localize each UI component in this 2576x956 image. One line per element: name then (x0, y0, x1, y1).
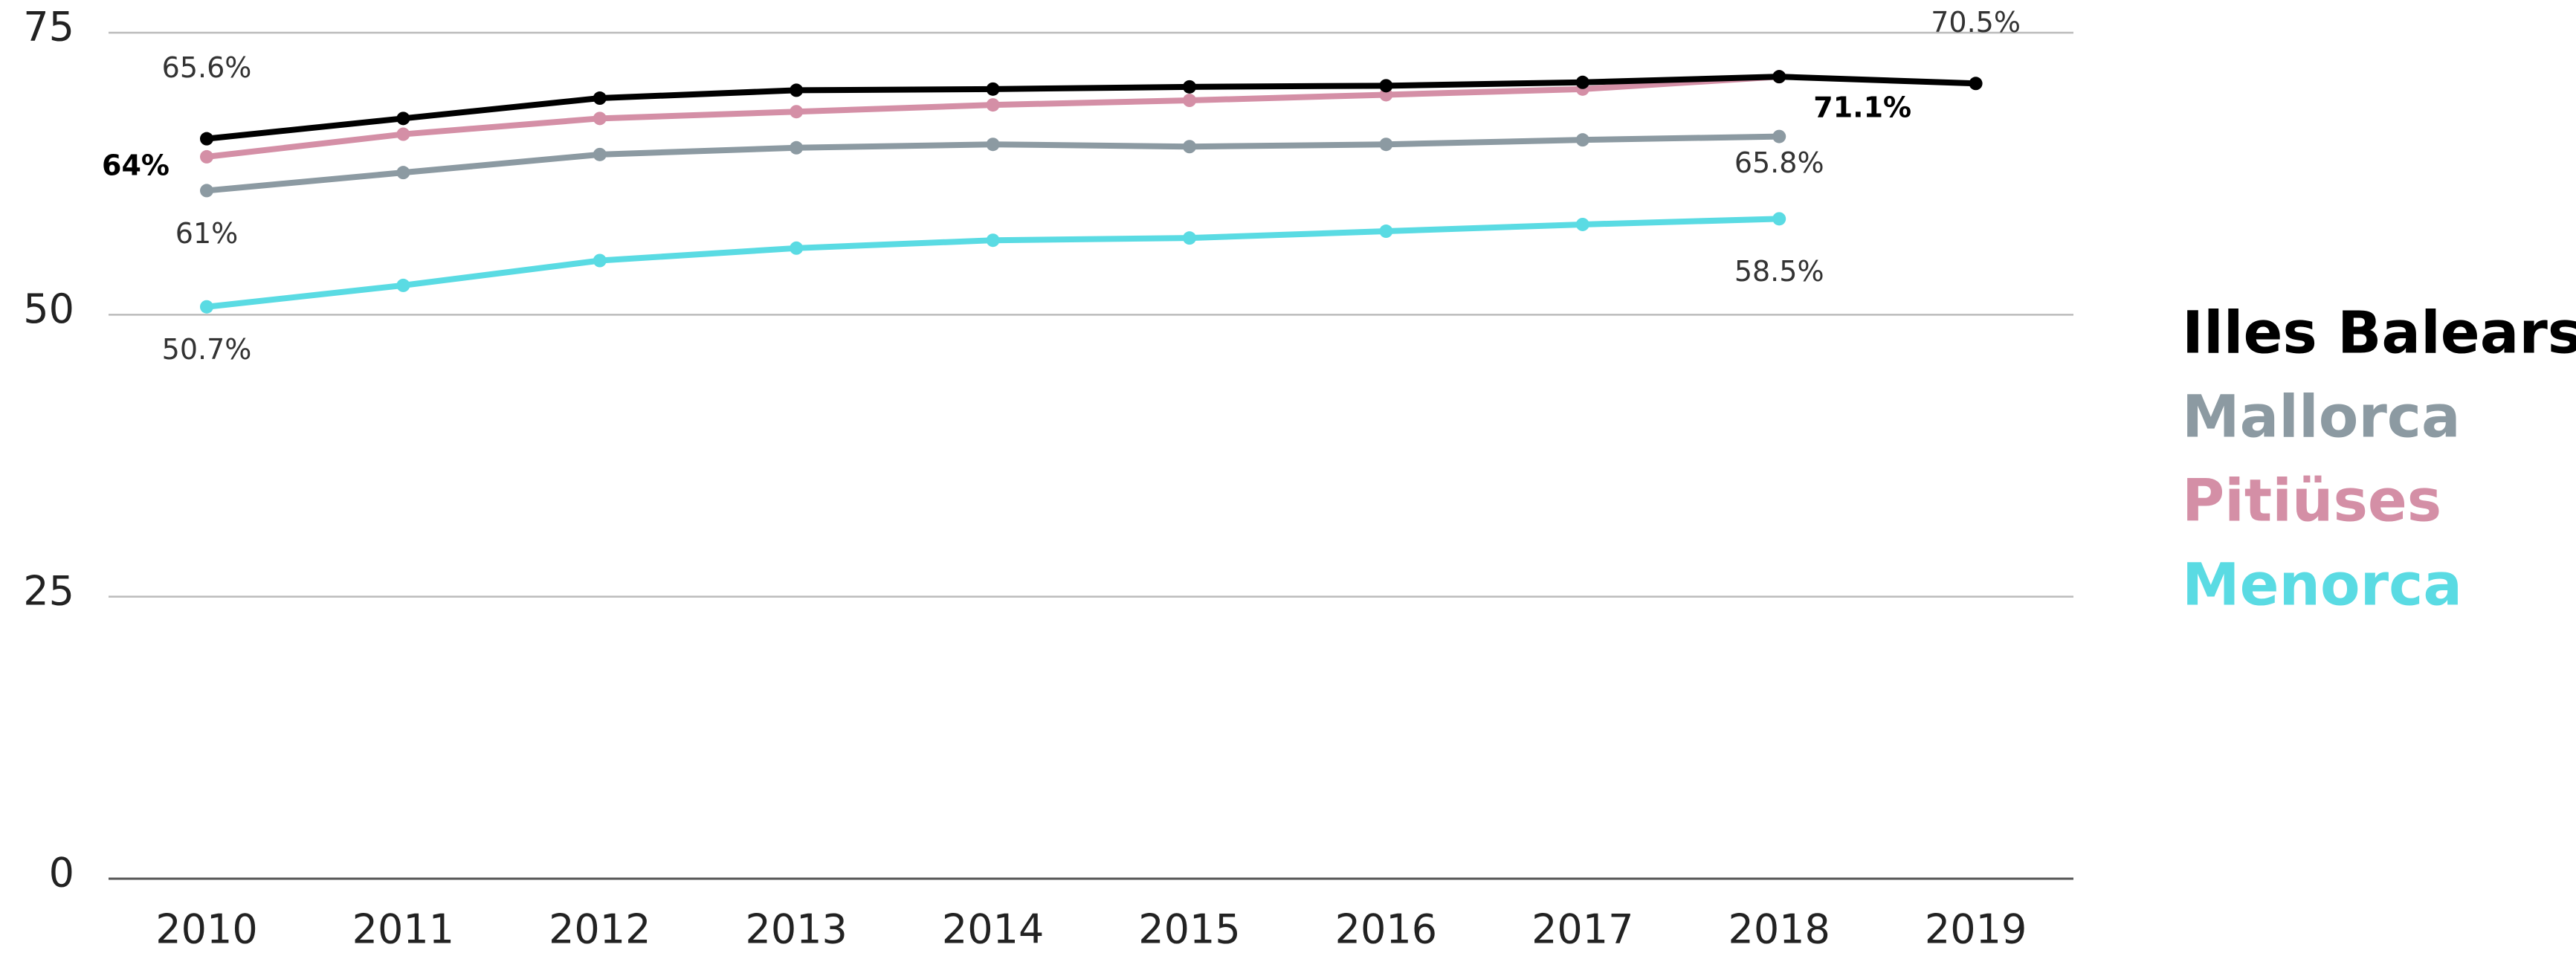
x-tick-label: 2017 (1531, 906, 1633, 953)
data-point (1183, 231, 1196, 245)
data-point (593, 253, 607, 268)
data-point (200, 149, 213, 164)
y-tick-label: 25 (23, 567, 74, 614)
data-point (200, 300, 213, 314)
data-point (1575, 75, 1589, 89)
data-point (1183, 80, 1196, 94)
data-point (396, 127, 410, 141)
data-point (593, 147, 607, 161)
x-tick-label: 2010 (155, 906, 257, 953)
data-point (1379, 79, 1393, 93)
value-label: 65.8% (1734, 146, 1824, 179)
x-tick-label: 2012 (549, 906, 651, 953)
value-label: 58.5% (1734, 255, 1824, 288)
legend-entry: Mallorca (2182, 384, 2461, 450)
series-line (206, 74, 1976, 142)
data-point (1772, 129, 1786, 143)
data-point (200, 184, 213, 198)
data-point (1183, 140, 1196, 154)
x-tick-label: 2018 (1728, 906, 1830, 953)
data-point (1772, 212, 1786, 226)
data-point (790, 105, 804, 119)
value-label: 71.1% (1813, 91, 1911, 124)
y-tick-label: 75 (23, 4, 74, 51)
data-point (1379, 138, 1393, 152)
data-point (1379, 225, 1393, 239)
data-point (790, 83, 804, 97)
series-line (206, 216, 1780, 310)
data-point (593, 112, 607, 126)
x-tick-label: 2019 (1925, 906, 2027, 953)
value-label: 64% (102, 149, 170, 181)
value-label: 50.7% (162, 333, 252, 366)
data-point (1772, 70, 1786, 84)
data-point (1575, 217, 1589, 231)
data-point (396, 166, 410, 180)
data-point (986, 98, 1000, 112)
data-point (790, 141, 804, 155)
data-point (1575, 133, 1589, 147)
y-tick-label: 0 (49, 850, 74, 897)
legend-entry: Menorca (2182, 552, 2462, 619)
data-point (986, 138, 1000, 152)
data-point (593, 91, 607, 106)
x-tick-label: 2013 (745, 906, 847, 953)
data-point (200, 132, 213, 146)
value-label: 70.5% (1931, 6, 2021, 39)
data-point (986, 82, 1000, 96)
data-point (790, 241, 804, 255)
x-tick-label: 2014 (942, 906, 1044, 953)
data-point (986, 233, 1000, 248)
data-point (1183, 94, 1196, 108)
data-point (396, 278, 410, 292)
value-label: 65.6% (162, 51, 252, 84)
x-tick-label: 2015 (1138, 906, 1240, 953)
legend-entry: Pitiüses (2182, 468, 2441, 534)
legend-entry: Illes Balears (2182, 300, 2576, 366)
x-tick-label: 2016 (1335, 906, 1437, 953)
data-point (1969, 77, 1983, 91)
x-tick-label: 2011 (352, 906, 454, 953)
value-label: 61% (175, 217, 238, 250)
y-tick-label: 50 (23, 285, 74, 332)
data-point (396, 112, 410, 126)
